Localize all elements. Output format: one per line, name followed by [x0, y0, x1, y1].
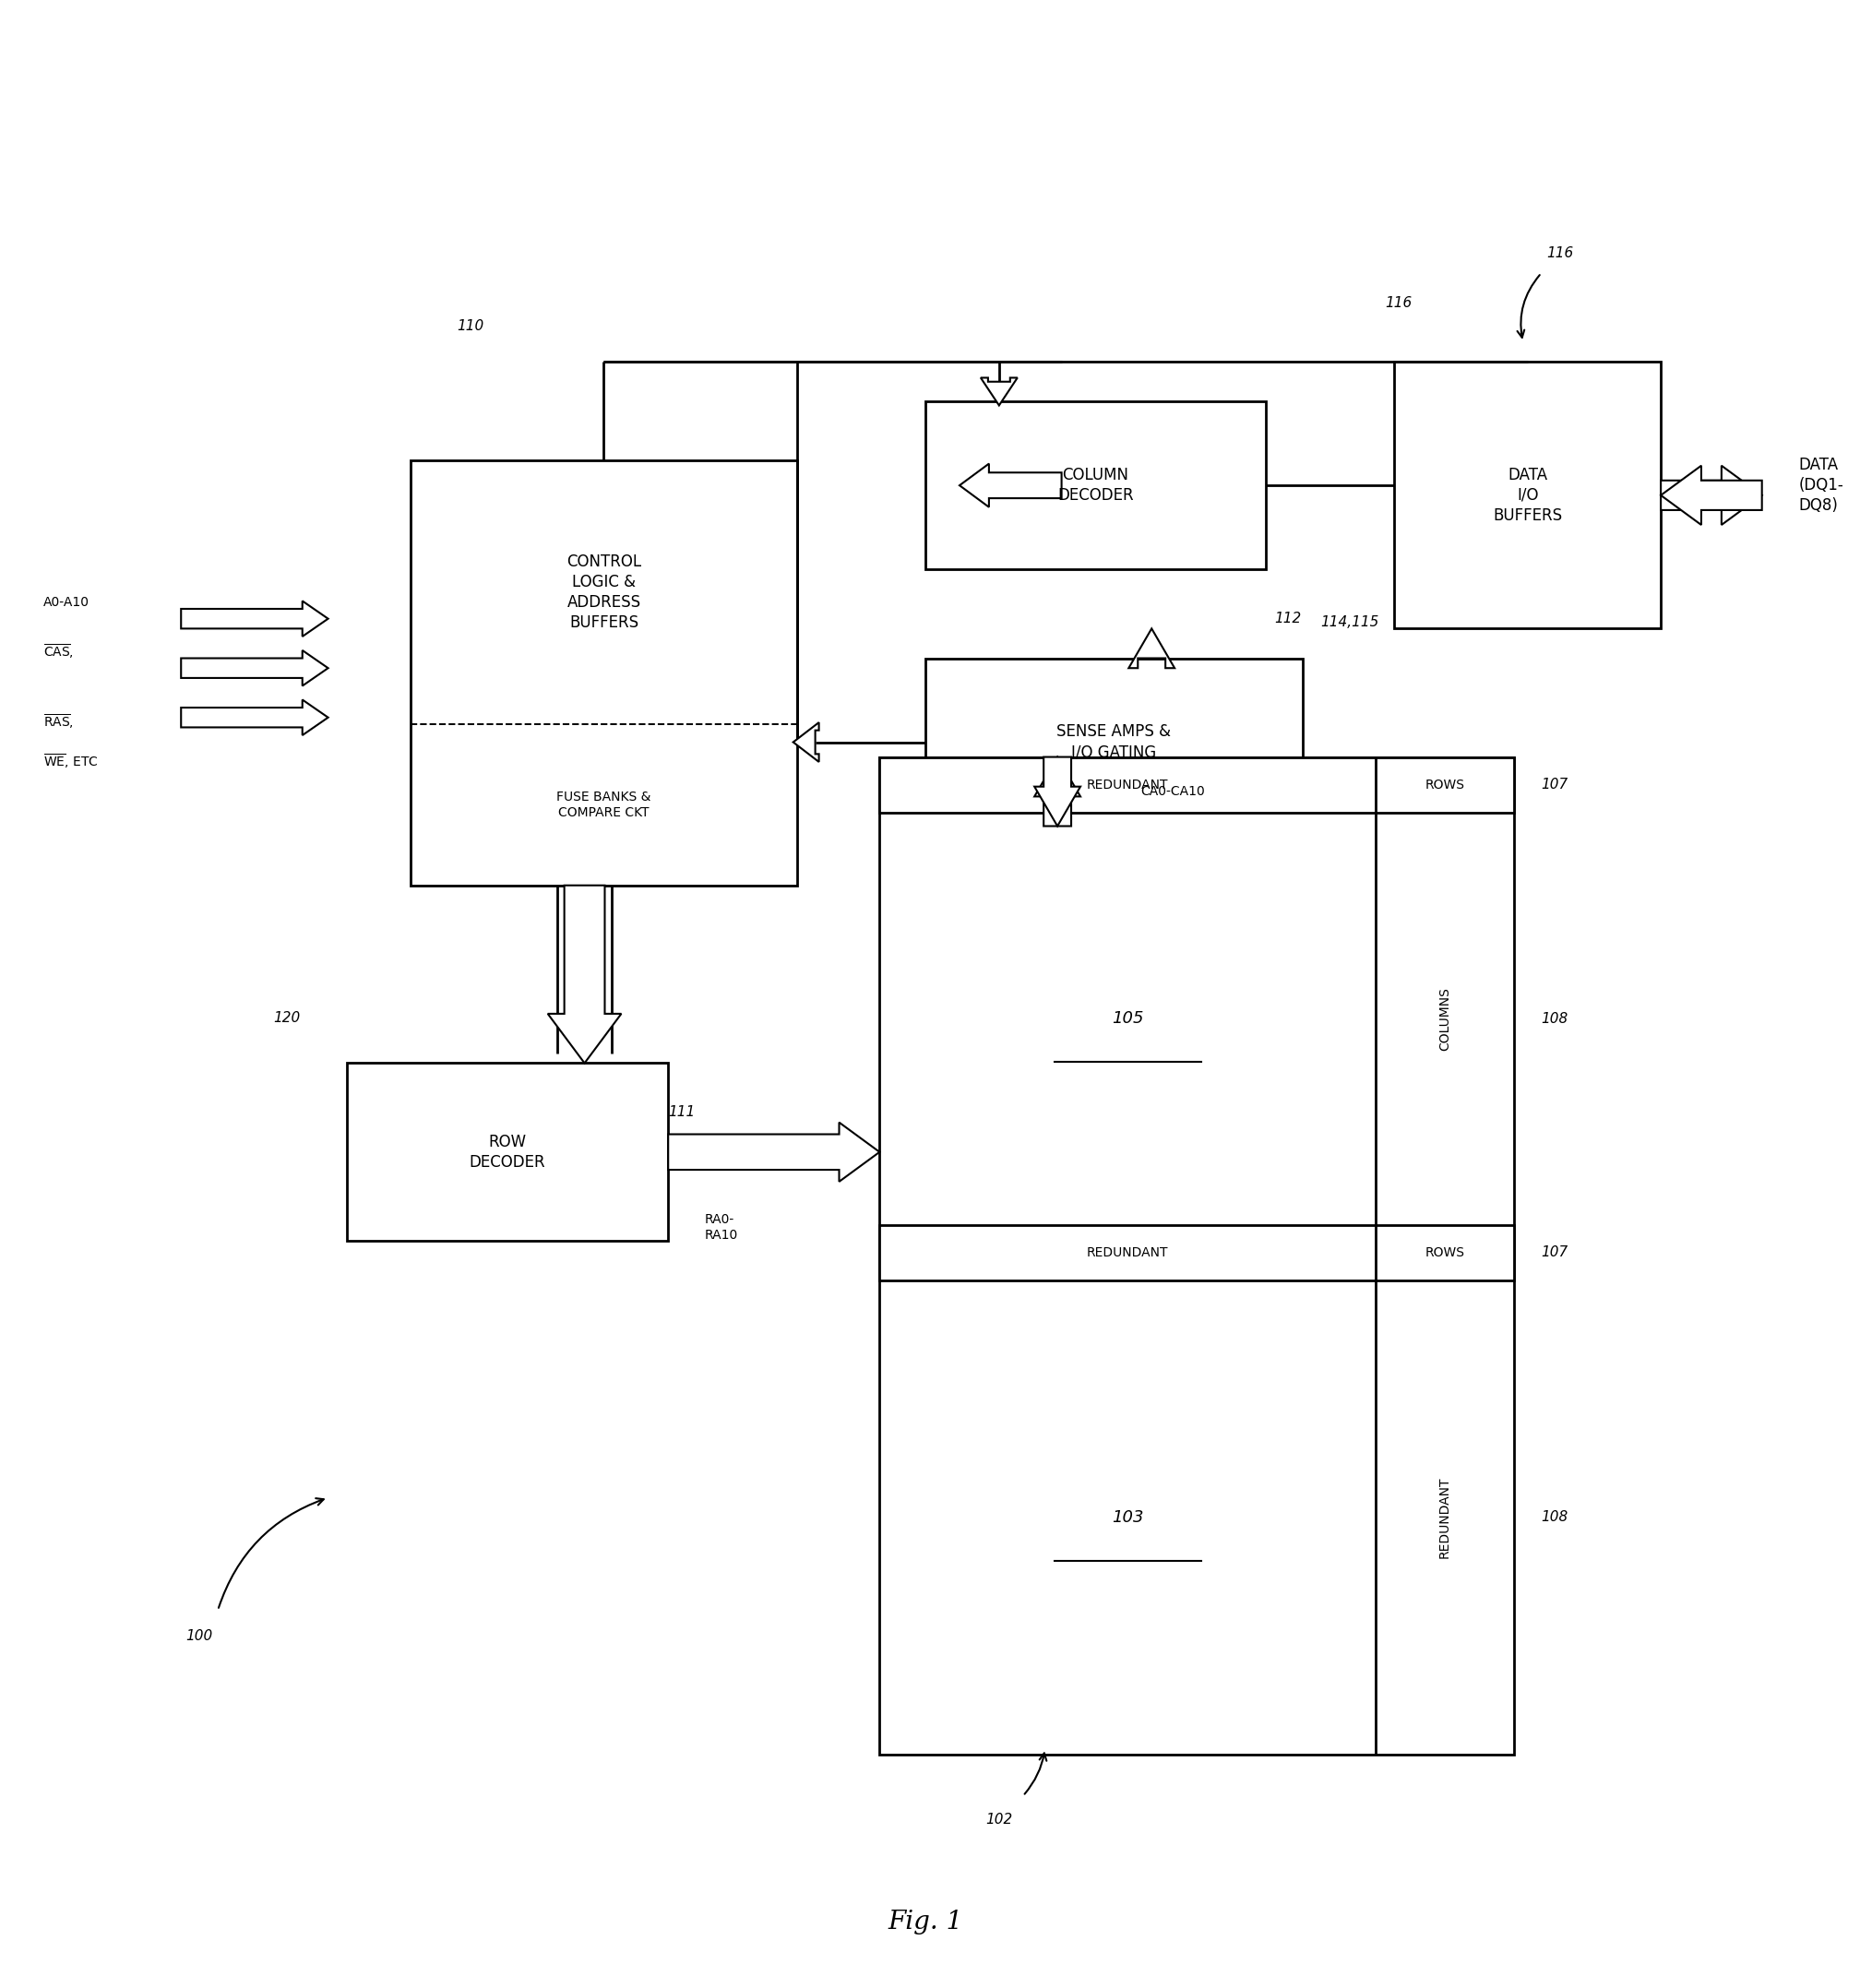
Text: 111: 111	[668, 1105, 696, 1119]
FancyArrow shape	[1661, 465, 1761, 525]
Text: FUSE BANKS &
COMPARE CKT: FUSE BANKS & COMPARE CKT	[556, 791, 651, 819]
Text: A0-A10: A0-A10	[43, 596, 89, 608]
Text: 100: 100	[186, 1628, 212, 1642]
Bar	[926, 658, 1302, 827]
FancyArrow shape	[1034, 757, 1081, 827]
FancyArrow shape	[549, 885, 621, 1064]
Text: ROWS: ROWS	[1425, 1246, 1464, 1258]
Text: REDUNDANT: REDUNDANT	[1086, 1246, 1168, 1258]
Text: 110: 110	[458, 320, 484, 334]
Bar	[346, 1064, 668, 1241]
Text: 107: 107	[1542, 777, 1568, 791]
Text: $\overline{\sf RAS}$,: $\overline{\sf RAS}$,	[43, 712, 74, 730]
Bar	[880, 757, 1514, 813]
Text: RA0-
RA10: RA0- RA10	[705, 1213, 738, 1242]
Text: DATA
I/O
BUFFERS: DATA I/O BUFFERS	[1494, 467, 1562, 525]
Bar	[880, 1225, 1514, 1280]
Text: 107: 107	[1542, 1246, 1568, 1260]
Text: ROWS: ROWS	[1425, 777, 1464, 791]
Text: 120: 120	[273, 1010, 299, 1024]
Text: COLUMN
DECODER: COLUMN DECODER	[1058, 467, 1135, 503]
Text: DATA
(DQ1-
DQ8): DATA (DQ1- DQ8)	[1799, 457, 1843, 515]
FancyArrow shape	[960, 463, 1062, 507]
Text: CA0-CA10: CA0-CA10	[1140, 785, 1205, 797]
Text: CONTROL
LOGIC &
ADDRESS
BUFFERS: CONTROL LOGIC & ADDRESS BUFFERS	[567, 553, 642, 632]
Text: ROW
DECODER: ROW DECODER	[469, 1133, 545, 1171]
Text: 103: 103	[1112, 1509, 1144, 1525]
Text: 105: 105	[1112, 1010, 1144, 1028]
Text: SENSE AMPS &
I/O GATING: SENSE AMPS & I/O GATING	[1056, 724, 1172, 761]
Text: 108: 108	[1542, 1511, 1568, 1525]
Text: 116: 116	[1546, 247, 1574, 260]
FancyArrow shape	[180, 600, 327, 636]
Text: REDUNDANT: REDUNDANT	[1086, 777, 1168, 791]
Text: $\overline{\sf CAS}$,: $\overline{\sf CAS}$,	[43, 642, 74, 660]
FancyArrow shape	[1661, 465, 1761, 525]
Bar	[926, 402, 1265, 569]
Text: 108: 108	[1542, 1012, 1568, 1026]
Text: REDUNDANT: REDUNDANT	[1438, 1477, 1451, 1559]
Text: Fig. 1: Fig. 1	[887, 1910, 963, 1934]
Bar	[411, 461, 796, 885]
FancyArrow shape	[180, 700, 327, 736]
Text: 116: 116	[1386, 296, 1412, 310]
FancyArrow shape	[1034, 757, 1081, 827]
FancyArrow shape	[792, 722, 818, 761]
FancyArrow shape	[180, 650, 327, 686]
FancyArrow shape	[668, 1123, 880, 1181]
FancyArrow shape	[980, 378, 1017, 406]
Text: $\overline{\sf WE}$, ETC: $\overline{\sf WE}$, ETC	[43, 751, 99, 769]
Text: 102: 102	[986, 1813, 1012, 1827]
FancyArrow shape	[1129, 628, 1176, 668]
Bar	[880, 757, 1514, 1755]
Text: 114,115: 114,115	[1321, 616, 1380, 630]
Text: 112: 112	[1274, 612, 1302, 626]
Bar	[1395, 362, 1661, 628]
Text: COLUMNS: COLUMNS	[1438, 986, 1451, 1050]
